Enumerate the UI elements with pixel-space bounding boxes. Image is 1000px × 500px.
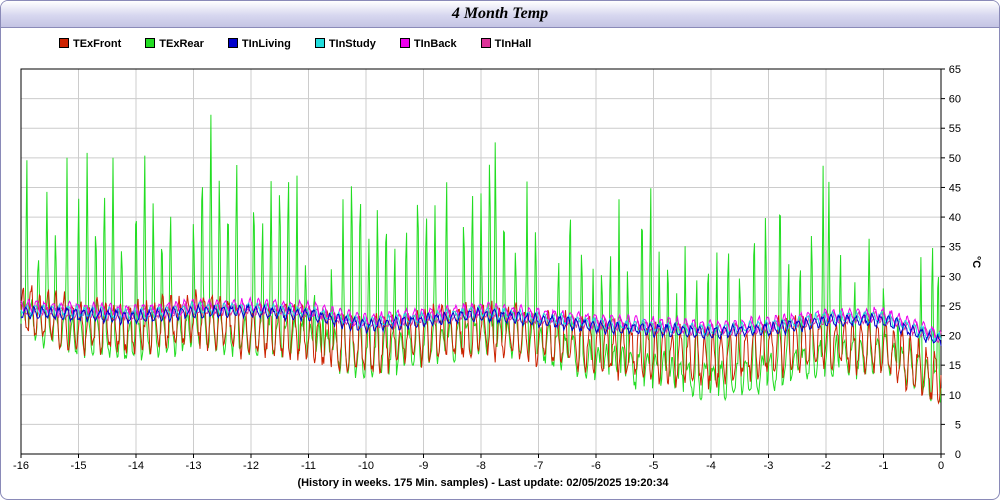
y-tick-label: 50 (949, 153, 961, 165)
legend-label: TInLiving (241, 38, 291, 50)
legend-swatch (480, 38, 491, 49)
legend-swatch (145, 38, 156, 49)
legend-item-tinliving: TInLiving (227, 38, 291, 50)
y-tick-label: 40 (949, 212, 961, 224)
x-tick-label: -9 (419, 460, 429, 472)
y-tick-label: 45 (949, 182, 961, 194)
x-tick-label: 0 (938, 460, 944, 472)
legend-item-tinback: TInBack (399, 38, 457, 50)
legend-item-texfront: TExFront (59, 38, 121, 50)
legend-swatch (399, 38, 410, 49)
y-tick-label: 30 (949, 271, 961, 283)
x-tick-label: -10 (358, 460, 374, 472)
x-tick-label: -15 (71, 460, 87, 472)
window-title: 4 Month Temp (1, 1, 999, 28)
y-tick-label: 20 (949, 331, 961, 343)
legend-label: TInStudy (328, 38, 376, 50)
x-axis-caption: (History in weeks. 175 Min. samples) - L… (297, 477, 669, 489)
y-tick-label: 35 (949, 242, 961, 254)
x-tick-label: -3 (764, 460, 774, 472)
legend-item-tinhall: TInHall (480, 38, 532, 50)
x-tick-label: -5 (649, 460, 659, 472)
x-tick-label: -2 (821, 460, 831, 472)
plot-border (20, 68, 942, 455)
legend-item-tinstudy: TInStudy (314, 38, 376, 50)
legend: TExFront TExRear TInLiving TInStudy TInBack T… (59, 38, 555, 52)
x-tick-label: -14 (128, 460, 144, 472)
legend-item-texrear: TExRear (145, 38, 204, 50)
series-line-tinliving (20, 303, 942, 346)
x-tick-label: -6 (591, 460, 601, 472)
legend-swatch (314, 38, 325, 49)
legend-label: TInBack (413, 38, 457, 50)
legend-swatch (227, 38, 238, 49)
y-tick-label: 5 (955, 419, 961, 431)
series-line-tinstudy (20, 300, 942, 343)
series-line-texrear (20, 114, 942, 403)
y-tick-label: 25 (949, 301, 961, 313)
x-tick-label: -7 (534, 460, 544, 472)
legend-label: TExFront (73, 38, 122, 50)
x-tick-label: -1 (879, 460, 889, 472)
x-tick-label: -4 (706, 460, 716, 472)
x-tick-label: -11 (301, 460, 316, 472)
y-tick-label: 15 (949, 360, 961, 372)
y-tick-label: 10 (949, 390, 961, 402)
y-axis-label: °C (970, 256, 982, 268)
y-tick-label: 60 (949, 94, 961, 106)
x-tick-label: -16 (13, 460, 29, 472)
y-tick-label: 65 (949, 64, 961, 76)
legend-label: TInHall (494, 38, 532, 50)
x-tick-label: -13 (186, 460, 202, 472)
legend-label: TExRear (159, 38, 204, 50)
y-tick-label: 55 (949, 123, 961, 135)
legend-swatch (59, 38, 69, 49)
x-tick-label: -8 (476, 460, 486, 472)
x-tick-label: -12 (243, 460, 259, 472)
y-tick-label: 0 (955, 449, 961, 461)
